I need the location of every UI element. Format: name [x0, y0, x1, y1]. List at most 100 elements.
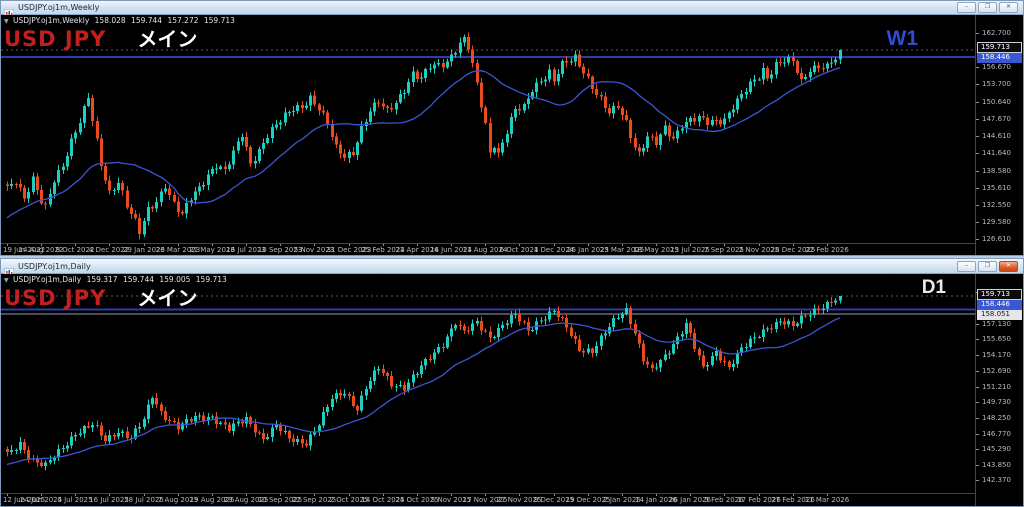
date-tick-mark: [622, 244, 623, 246]
date-tick-mark: [519, 494, 520, 496]
date-tick-mark: [212, 244, 213, 246]
chevron-down-icon[interactable]: ▼: [4, 277, 9, 284]
date-tick-mark: [690, 494, 691, 496]
info-low: 157.272: [167, 16, 199, 25]
date-tick-label: 24 Jun 2025: [19, 496, 63, 504]
date-tick-mark: [759, 494, 760, 496]
date-tick-mark: [724, 494, 725, 496]
chart-window-icon: [3, 262, 15, 277]
price-tick-label: 156.670: [976, 63, 1023, 71]
watermark: USD JPY メイン: [4, 282, 197, 311]
price-tick-label: 149.730: [976, 398, 1023, 406]
price-tick-label: 155.650: [976, 335, 1023, 343]
price-tick-label: 142.370: [976, 476, 1023, 484]
date-tick-label: 5 Nov 2025: [430, 496, 472, 504]
candlestick-plot-weekly[interactable]: [1, 15, 976, 245]
date-tick-label: 21 May 2023: [189, 246, 235, 254]
date-tick-mark: [827, 244, 828, 246]
date-tick-label: 7 Aug 2025: [157, 496, 199, 504]
chart-area-weekly[interactable]: USD JPY メイン ▼ USDJPY.oj1m,Weekly 158.028…: [1, 15, 1023, 255]
price-tick-label: 150.640: [976, 98, 1023, 106]
date-tick-mark: [827, 494, 828, 496]
date-tick-mark: [485, 244, 486, 246]
date-tick-mark: [417, 244, 418, 246]
date-tick-mark: [314, 494, 315, 496]
timeframe-badge: W1: [886, 27, 919, 50]
chart-area-daily[interactable]: USD JPY メイン ▼ USDJPY.oj1m,Daily 159.317 …: [1, 274, 1023, 506]
price-tick-label: 153.700: [976, 80, 1023, 88]
date-tick-label: 19 Dec 2025: [565, 496, 611, 504]
window-title: USDJPY.oj1m,Daily: [18, 261, 91, 271]
date-tick-label: 14 Jan 2026: [635, 496, 677, 504]
date-tick-label: 17 Nov 2025: [462, 496, 508, 504]
date-tick-mark: [793, 494, 794, 496]
date-tick-mark: [622, 494, 623, 496]
info-close: 159.713: [203, 16, 235, 25]
price-tick-label: 141.640: [976, 149, 1023, 157]
date-tick-mark: [7, 494, 8, 496]
price-tick-label: 154.170: [976, 351, 1023, 359]
date-tick-label: 26 Jan 2025: [567, 246, 609, 254]
date-tick-label: 27 Nov 2025: [496, 496, 542, 504]
date-tick-mark: [417, 494, 418, 496]
date-tick-mark: [41, 244, 42, 246]
info-close: 159.713: [195, 275, 227, 284]
date-tick-mark: [280, 244, 281, 246]
watermark: USD JPY メイン: [4, 23, 197, 52]
level-price-box: 158.051: [977, 309, 1022, 320]
date-tick-mark: [246, 494, 247, 496]
last-price-box: 159.713: [977, 289, 1022, 300]
date-tick-label: 26 Mar 2023: [155, 246, 201, 254]
info-high: 159.744: [122, 275, 154, 284]
minimize-button[interactable]: –: [957, 2, 976, 13]
date-tick-mark: [656, 244, 657, 246]
chevron-down-icon[interactable]: ▼: [4, 18, 9, 25]
watermark-label: メイン: [137, 27, 198, 51]
date-tick-label: 10 Sep 2023: [257, 246, 303, 254]
price-tick-label: 162.700: [976, 29, 1023, 37]
window-titlebar[interactable]: USDJPY.oj1m,Daily – ❐ ✕: [1, 259, 1023, 277]
plot-region-daily[interactable]: USD JPY メイン ▼ USDJPY.oj1m,Daily 159.317 …: [1, 274, 976, 506]
date-tick-mark: [178, 244, 179, 246]
info-open: 159.317: [86, 275, 118, 284]
chart-window-weekly: USDJPY.oj1m,Weekly – ❐ ✕ USD JPY メイン ▼ U…: [0, 0, 1024, 256]
date-tick-label: 7 Sep 2025: [704, 246, 744, 254]
date-tick-label: 2 Nov 2025: [738, 246, 780, 254]
date-tick-label: 19 Jun 2022: [3, 246, 46, 254]
date-tick-mark: [144, 494, 145, 496]
info-high: 159.744: [131, 16, 163, 25]
price-tick-label: 151.210: [976, 383, 1023, 391]
restore-button[interactable]: ❐: [978, 260, 997, 272]
timeframe-badge: D1: [921, 277, 946, 298]
price-tick-label: 145.290: [976, 445, 1023, 453]
candlestick-plot-daily[interactable]: [1, 274, 976, 495]
date-tick-mark: [144, 244, 145, 246]
window-titlebar[interactable]: USDJPY.oj1m,Weekly – ❐ ✕: [1, 1, 1023, 19]
date-tick-mark: [314, 244, 315, 246]
date-tick-mark: [383, 244, 384, 246]
date-tick-label: 16 Jul 2023: [226, 246, 266, 254]
date-tick-label: 31 Dec 2023: [326, 246, 372, 254]
close-button[interactable]: ✕: [999, 260, 1018, 272]
info-open: 158.028: [94, 16, 126, 25]
date-tick-label: 29 Aug 2025: [223, 496, 269, 504]
price-tick-label: 148.250: [976, 414, 1023, 422]
price-scale[interactable]: 162.700 156.670 153.700 150.640 147.670 144.6…: [975, 15, 1023, 255]
date-tick-label: 4 Jul 2025: [57, 496, 93, 504]
date-tick-mark: [280, 494, 281, 496]
chart-window-icon: [3, 3, 15, 19]
plot-region-weekly[interactable]: USD JPY メイン ▼ USDJPY.oj1m,Weekly 158.028…: [1, 15, 976, 255]
minimize-button[interactable]: –: [957, 260, 976, 272]
date-tick-mark: [212, 494, 213, 496]
date-tick-mark: [519, 244, 520, 246]
close-button[interactable]: ✕: [999, 2, 1018, 13]
restore-button[interactable]: ❐: [978, 2, 997, 13]
date-tick-label: 10 Sep 2025: [257, 496, 303, 504]
date-tick-mark: [41, 494, 42, 496]
date-tick-label: 2 Jan 2026: [603, 496, 641, 504]
watermark-symbol: USD JPY: [4, 286, 107, 310]
price-tick-label: 135.610: [976, 184, 1023, 192]
price-tick-label: 144.610: [976, 132, 1023, 140]
price-scale[interactable]: 160.090157.130155.650154.170152.690151.2…: [975, 274, 1023, 506]
date-tick-mark: [759, 244, 760, 246]
